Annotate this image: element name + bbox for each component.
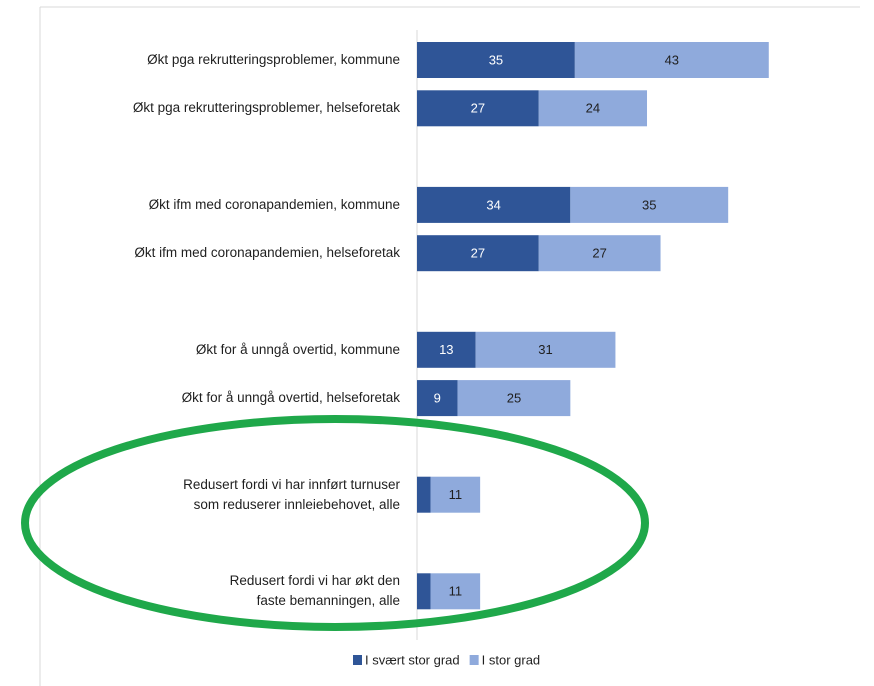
bar-segment [417, 476, 431, 513]
category-label: Økt for å unngå overtid, kommune [195, 341, 400, 357]
bar-segment [430, 573, 481, 610]
legend-label: I stor grad [482, 652, 541, 667]
bar-segment [417, 186, 571, 223]
category-label: Økt ifm med coronapandemien, helseforeta… [134, 245, 400, 261]
category-label: Økt ifm med coronapandemien, kommune [148, 196, 400, 212]
category-label: Økt pga rekrutteringsproblemer, helsefor… [132, 100, 400, 116]
data-label: 9 [434, 391, 441, 406]
bar-segment [417, 90, 539, 127]
data-label: 43 [665, 52, 679, 67]
data-label: 24 [586, 101, 600, 116]
category-label: Økt pga rekrutteringsproblemer, kommune [147, 52, 400, 67]
bar-segment [457, 380, 571, 417]
bar-segment [430, 476, 481, 513]
bar-segment [417, 235, 539, 272]
data-label: 25 [507, 391, 521, 406]
category-label: Redusert fordi vi har økt den faste bema… [229, 573, 400, 609]
bar-segment [570, 186, 729, 223]
data-label: 11 [449, 584, 463, 599]
legend-swatch [353, 655, 362, 665]
data-label: 13 [439, 342, 453, 357]
category-label: Redusert fordi vi har innført turnuser s… [183, 476, 400, 512]
bar-segment [417, 42, 575, 78]
bar-segment [574, 42, 769, 78]
bar-segment [538, 235, 661, 272]
data-label: 35 [642, 197, 656, 212]
bar-segment [538, 90, 648, 127]
bar-segment [417, 331, 476, 368]
highlight-ellipse [21, 415, 649, 631]
data-label: 27 [592, 246, 606, 261]
data-label: 11 [449, 487, 463, 502]
bar-segment [417, 380, 458, 417]
data-label: 34 [486, 197, 500, 212]
data-label: 35 [489, 52, 503, 67]
bar-segment [475, 331, 616, 368]
data-label: 27 [471, 246, 485, 261]
legend-label: I svært stor grad [365, 652, 460, 667]
data-label: 27 [471, 101, 485, 116]
category-label: Økt for å unngå overtid, helseforetak [181, 390, 400, 406]
legend-swatch [469, 655, 479, 665]
bar-segment [417, 573, 431, 610]
data-label: 31 [538, 342, 552, 357]
